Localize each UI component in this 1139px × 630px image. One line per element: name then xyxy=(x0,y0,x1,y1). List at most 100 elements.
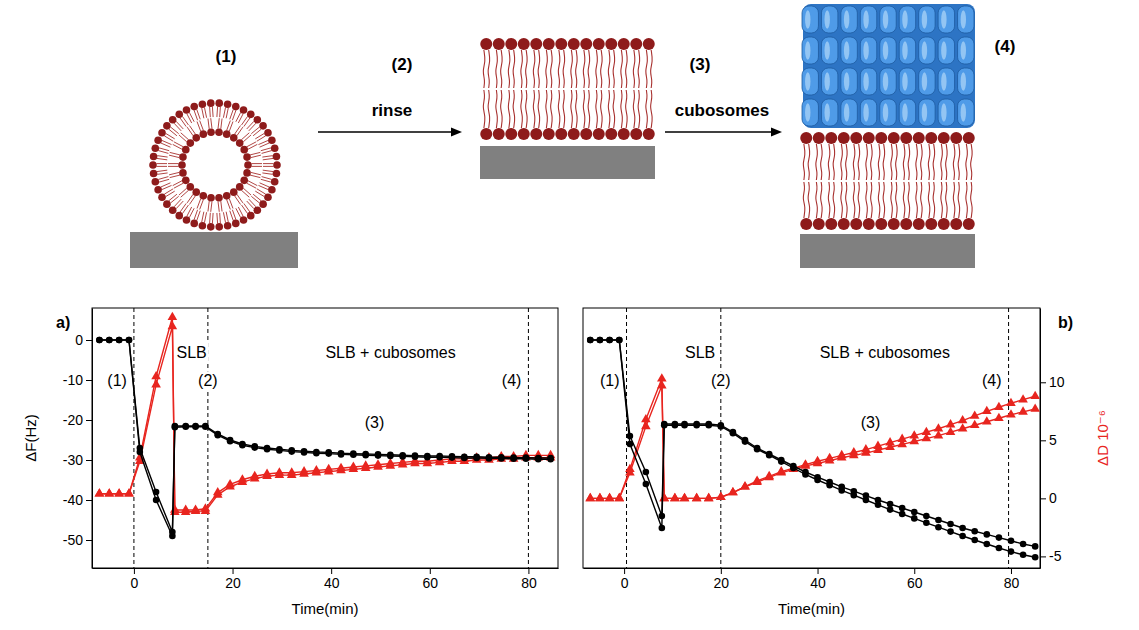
lipid-tail xyxy=(908,144,910,180)
lipid-head xyxy=(555,128,567,140)
tick-mark xyxy=(1040,498,1046,499)
data-point xyxy=(692,493,702,501)
tick-mark xyxy=(86,340,92,341)
lipid-tail xyxy=(601,90,603,128)
data-point xyxy=(597,337,604,344)
y-axis-title: ΔF(Hz) xyxy=(22,414,39,462)
cubosome-highlight xyxy=(844,10,849,29)
lipid-tail xyxy=(169,194,177,201)
data-point xyxy=(982,416,992,424)
lipid-tail xyxy=(251,196,259,203)
lipid-tail xyxy=(211,118,212,128)
lipid-tail xyxy=(933,144,935,180)
tick-label: 10 xyxy=(1049,374,1065,390)
tick-label: 80 xyxy=(1004,575,1020,591)
lipid-head xyxy=(223,192,231,200)
label-patch xyxy=(818,343,952,362)
x-axis: 020406080 xyxy=(93,568,559,591)
lipid-head xyxy=(183,106,191,114)
cubosome-highlight xyxy=(961,41,966,60)
event-label: (4) xyxy=(502,372,522,389)
lipid-head xyxy=(593,38,605,50)
data-point xyxy=(670,493,680,501)
cubosome-cell xyxy=(938,99,954,126)
data-point xyxy=(971,528,978,535)
tick: 0 xyxy=(1040,490,1057,506)
lipid-tail xyxy=(958,144,960,180)
lipid-head xyxy=(938,218,950,230)
lipid-tail xyxy=(488,50,490,88)
lipid-tail xyxy=(261,148,271,151)
tick-mark xyxy=(86,380,92,381)
lipid-tail xyxy=(157,173,167,174)
lipid-tail xyxy=(189,196,195,205)
lipid-head xyxy=(175,212,183,220)
data-point xyxy=(1030,403,1040,411)
lipid-tail xyxy=(883,144,885,180)
vesicle xyxy=(149,99,281,230)
data-point xyxy=(863,497,870,504)
lipid-head xyxy=(925,218,937,230)
lipid-head xyxy=(950,218,962,230)
data-point xyxy=(643,481,650,488)
lipid-head xyxy=(223,130,231,138)
x-axis-title: Time(min) xyxy=(778,600,845,617)
lipid-tail xyxy=(262,177,272,180)
plot-frame xyxy=(92,308,558,568)
lipid-tail xyxy=(903,182,905,218)
tick-mark xyxy=(86,420,92,421)
lipid-head xyxy=(530,38,542,50)
data-point xyxy=(461,455,468,462)
annotation: SLB + cubosomes xyxy=(325,344,455,361)
lipid-tail xyxy=(221,119,222,129)
data-point xyxy=(276,447,283,454)
lipid-tail xyxy=(174,123,181,131)
lipid-tail xyxy=(209,107,211,117)
annotation-group: (3) xyxy=(859,413,883,432)
cubosome-cell xyxy=(802,99,818,126)
data-point xyxy=(851,492,858,499)
lipid-tail xyxy=(613,90,615,128)
tick-label: 40 xyxy=(810,575,826,591)
lipid-tail xyxy=(157,170,167,171)
data-point xyxy=(837,452,847,460)
data-point xyxy=(473,455,480,462)
annotations: (1)(2)(4)SLBSLB + cubosomes(3) xyxy=(105,343,523,432)
lipid-head xyxy=(163,200,171,208)
data-point xyxy=(192,424,199,431)
cubosome-cell xyxy=(860,68,876,95)
data-point xyxy=(1006,409,1016,417)
data-point xyxy=(1032,543,1039,550)
lipid-tail xyxy=(257,189,266,194)
lipid-tail xyxy=(551,90,553,128)
data-point xyxy=(958,423,968,431)
cubosome-highlight xyxy=(844,41,849,60)
lipid-tail xyxy=(576,50,578,88)
cubosome-highlight xyxy=(902,72,907,91)
lipid-head xyxy=(215,99,223,107)
cubosome-highlight xyxy=(922,10,927,29)
lipid-head xyxy=(938,132,950,144)
lipid-head xyxy=(192,134,200,142)
lipid-tail xyxy=(219,213,221,223)
lipid-head xyxy=(190,103,198,111)
lipid-head xyxy=(230,188,238,196)
cubosome-cell xyxy=(821,6,837,33)
lipid-head xyxy=(268,136,276,144)
data-point xyxy=(616,337,623,344)
lipid-tail xyxy=(260,143,270,147)
lipid-tail xyxy=(971,144,973,180)
data-point xyxy=(911,509,918,516)
lipid-tail xyxy=(513,50,515,88)
lipid-tail xyxy=(833,144,835,180)
data-point xyxy=(885,442,895,450)
data-point xyxy=(191,504,201,512)
cubosome-highlight xyxy=(824,41,829,60)
data-point xyxy=(214,432,221,439)
data-point xyxy=(704,493,714,501)
data-point xyxy=(95,488,105,496)
lipid-tail xyxy=(208,201,209,211)
lipid-head xyxy=(207,99,215,107)
tick: 0 xyxy=(131,568,139,591)
data-point xyxy=(692,493,702,501)
